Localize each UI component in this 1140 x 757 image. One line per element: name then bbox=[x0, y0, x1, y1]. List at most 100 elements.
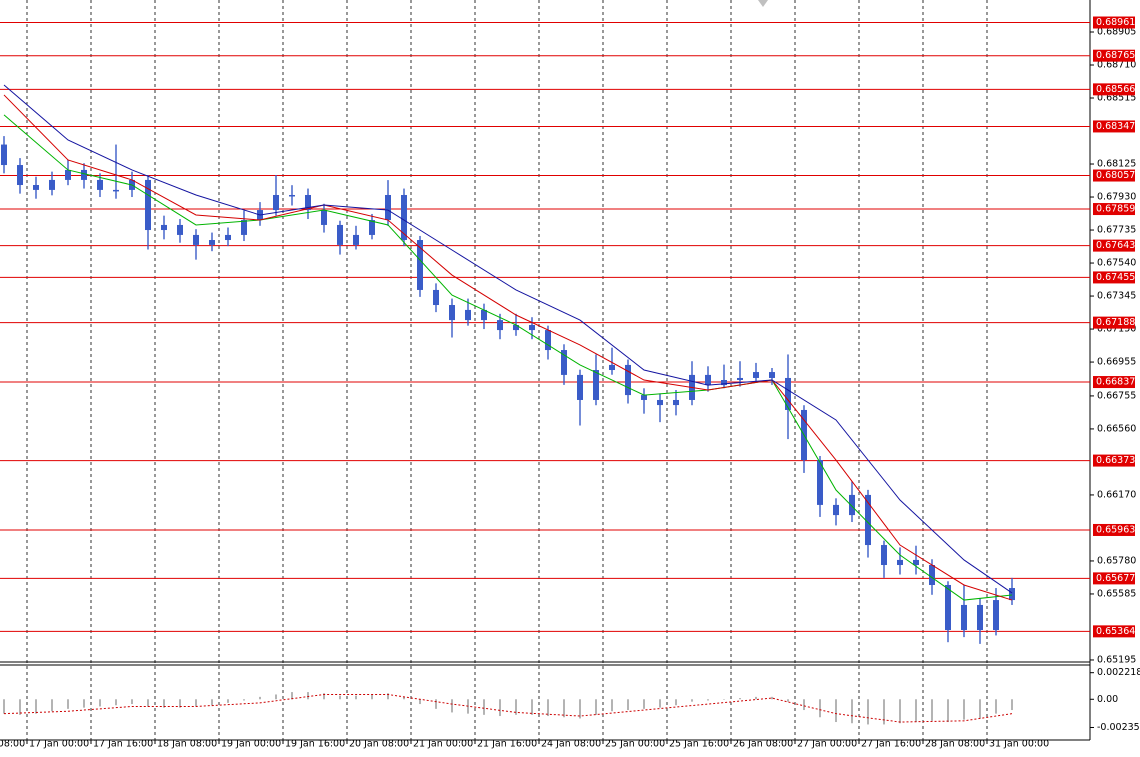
oscillator-bar bbox=[179, 699, 181, 708]
y-tick-label: 0.68515 bbox=[1097, 93, 1136, 104]
oscillator-bar bbox=[403, 696, 405, 700]
candle-body bbox=[369, 220, 375, 235]
oscillator-bar bbox=[339, 695, 341, 700]
oscillator-bar bbox=[771, 696, 773, 700]
oscillator-bar bbox=[19, 699, 21, 715]
candle-body bbox=[161, 224, 167, 231]
oscillator-bar bbox=[83, 699, 85, 708]
oscillator-bar bbox=[787, 699, 789, 702]
level-label-box bbox=[1093, 454, 1135, 467]
candle-body bbox=[593, 370, 599, 400]
candle-body bbox=[545, 330, 551, 351]
candle-body bbox=[97, 179, 103, 190]
y-tick-label: 0.67345 bbox=[1097, 291, 1136, 302]
level-label-box bbox=[1093, 49, 1135, 62]
oscillator-bar bbox=[451, 699, 453, 713]
candle-body bbox=[513, 324, 519, 331]
y-tick-label: 0.68125 bbox=[1097, 159, 1136, 170]
oscillator-bar bbox=[531, 699, 533, 715]
candle-body bbox=[929, 565, 935, 585]
candle-body bbox=[401, 194, 407, 241]
oscillator-bar bbox=[35, 699, 37, 714]
oscillator-bar bbox=[435, 699, 437, 709]
oscillator-bar bbox=[579, 699, 581, 719]
level-label-box bbox=[1093, 16, 1135, 29]
candle-body bbox=[305, 194, 311, 211]
candle-body bbox=[705, 374, 711, 386]
oscillator-bar bbox=[99, 699, 101, 707]
candle-body bbox=[177, 224, 183, 235]
candle-body bbox=[529, 324, 535, 331]
candle-body bbox=[737, 377, 743, 381]
level-label: 0.68566 bbox=[1096, 84, 1135, 95]
candle-body bbox=[225, 234, 231, 241]
oscillator-bar bbox=[499, 699, 501, 717]
candle-body bbox=[961, 604, 967, 631]
candle-body bbox=[673, 399, 679, 406]
moving-average bbox=[3, 84, 1013, 594]
candle-body bbox=[1, 144, 7, 166]
oscillator-bar bbox=[3, 699, 5, 714]
oscillator-bar bbox=[835, 699, 837, 723]
oscillator-bar bbox=[883, 699, 885, 725]
oscillator-bar bbox=[211, 699, 213, 706]
level-label: 0.66837 bbox=[1096, 377, 1135, 388]
oscillator-bar bbox=[659, 699, 661, 708]
level-label-box bbox=[1093, 169, 1135, 182]
oscillator-bar bbox=[851, 699, 853, 724]
oscillator-bar bbox=[947, 699, 949, 723]
oscillator-bar bbox=[979, 699, 981, 719]
oscillator-bar bbox=[163, 699, 165, 708]
candle-body bbox=[449, 305, 455, 321]
level-label: 0.68765 bbox=[1096, 50, 1135, 61]
time-label: 21 Jan 16:00 bbox=[477, 739, 537, 750]
level-label-box bbox=[1093, 572, 1135, 585]
level-label-box bbox=[1093, 523, 1135, 536]
oscillator-bar bbox=[643, 699, 645, 709]
level-label-box bbox=[1093, 376, 1135, 389]
oscillator-bar bbox=[515, 699, 517, 715]
y-tick-label: 0.002218 bbox=[1097, 667, 1140, 678]
candle-body bbox=[209, 240, 215, 245]
oscillator-bar bbox=[867, 699, 869, 725]
y-tick-label: 0.67930 bbox=[1097, 192, 1136, 203]
oscillator-bar bbox=[275, 694, 277, 700]
level-label-box bbox=[1093, 271, 1135, 284]
candle-body bbox=[977, 604, 983, 631]
candle-body bbox=[849, 494, 855, 516]
time-label: 19 Jan 00:00 bbox=[221, 739, 281, 750]
level-label: 0.67859 bbox=[1096, 204, 1135, 215]
oscillator-bar bbox=[291, 692, 293, 700]
y-tick-label: 0.00 bbox=[1097, 694, 1118, 705]
y-tick-label: 0.65780 bbox=[1097, 555, 1136, 566]
time-label: 31 Jan 00:00 bbox=[989, 739, 1049, 750]
time-label: 25 Jan 16:00 bbox=[669, 739, 729, 750]
time-label: 16 Jan 08:00 bbox=[0, 739, 25, 750]
y-tick-label: 0.67735 bbox=[1097, 225, 1136, 236]
time-label: 26 Jan 08:00 bbox=[733, 739, 793, 750]
oscillator-bar bbox=[931, 699, 933, 721]
y-tick-label: 0.65585 bbox=[1097, 588, 1136, 599]
candle-body bbox=[641, 395, 647, 400]
candle-body bbox=[625, 364, 631, 396]
time-label: 17 Jan 16:00 bbox=[93, 739, 153, 750]
time-label: 28 Jan 08:00 bbox=[925, 739, 985, 750]
y-tick-label: -0.002355 bbox=[1097, 722, 1140, 733]
level-label: 0.67643 bbox=[1096, 240, 1135, 251]
oscillator-bar bbox=[387, 693, 389, 700]
y-tick-label: 0.68905 bbox=[1097, 26, 1136, 37]
oscillator-bar bbox=[611, 699, 613, 712]
level-label: 0.65963 bbox=[1096, 524, 1135, 535]
level-label: 0.68057 bbox=[1096, 170, 1135, 181]
level-label: 0.67188 bbox=[1096, 317, 1135, 328]
candle-body bbox=[497, 320, 503, 331]
y-tick-label: 0.65195 bbox=[1097, 654, 1136, 665]
candle-body bbox=[145, 179, 151, 231]
oscillator-bar bbox=[547, 699, 549, 717]
candle-body bbox=[193, 234, 199, 245]
level-label-box bbox=[1093, 316, 1135, 329]
oscillator-bar bbox=[819, 699, 821, 718]
candle-body bbox=[465, 309, 471, 321]
level-label-box bbox=[1093, 625, 1135, 638]
y-tick-label: 0.67540 bbox=[1097, 258, 1136, 269]
